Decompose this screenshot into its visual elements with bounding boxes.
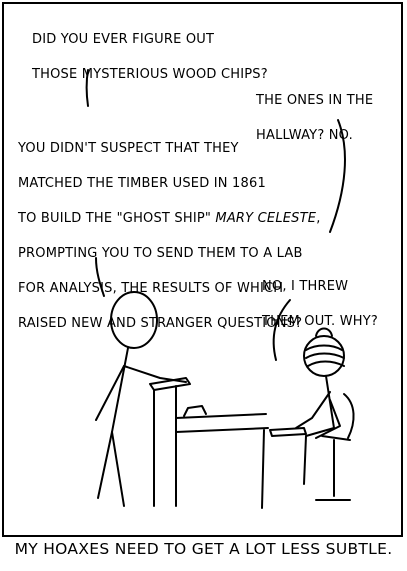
speech-fragment: , <box>316 210 321 226</box>
speech-line: to build the "ghost ship" Mary Celeste, <box>18 210 321 228</box>
speech-bubble-mary-celeste: You didn't suspect that they matched the… <box>18 122 321 350</box>
speech-fragment: to build the "ghost ship" <box>18 210 216 226</box>
speech-line: prompting you to send them to a lab <box>18 245 303 261</box>
speech-line: The ones in the <box>256 92 374 108</box>
comic-caption: My hoaxes need to get a lot less subtle. <box>14 540 393 558</box>
comic-panel <box>2 2 403 537</box>
speech-line: them out. Why? <box>262 313 378 329</box>
speech-line: You didn't suspect that they <box>18 140 239 156</box>
speech-line: No, I threw <box>262 278 349 294</box>
speech-line: Did you ever figure out <box>32 31 215 47</box>
speech-line: matched the timber used in 1861 <box>18 175 266 191</box>
speech-bubble-threw-out: No, I threw them out. Why? <box>262 260 378 348</box>
speech-bubble-wood-chips: Did you ever figure out those mysterious… <box>32 13 268 101</box>
ship-name: Mary Celeste <box>215 210 317 226</box>
speech-line: those mysterious wood chips? <box>32 66 268 82</box>
